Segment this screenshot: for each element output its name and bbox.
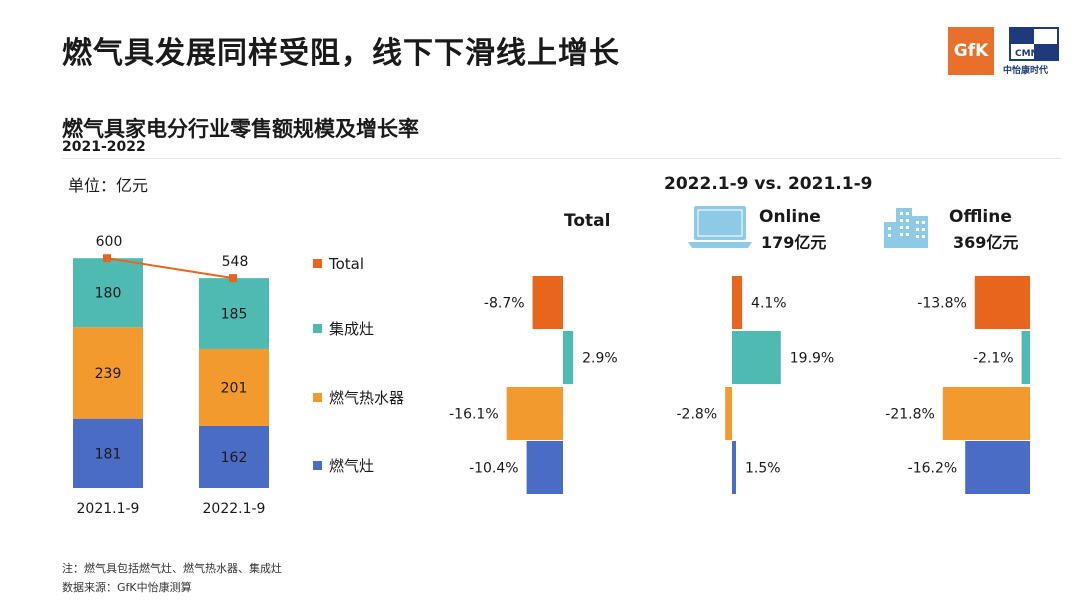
- growth-value-label: -16.1%: [449, 407, 499, 423]
- bar-segment-water-heater: [199, 348, 269, 426]
- bar-segment-gas-stove: [199, 425, 269, 488]
- legend-swatch-integrated-stove: [313, 324, 322, 333]
- growth-bar-water-heater: [506, 387, 563, 440]
- total-marker: [103, 254, 111, 263]
- growth-bar-total: [974, 276, 1030, 329]
- chart-title: 燃气具家电分行业零售额规模及增长率: [62, 117, 419, 141]
- growth-value-label: -2.8%: [677, 407, 718, 423]
- legend-label-water-heater: 燃气热水器: [329, 389, 405, 407]
- growth-bar-integrated-stove: [732, 331, 781, 384]
- offline-sales-value: 369亿元: [953, 233, 1019, 252]
- growth-bar-gas-stove: [965, 441, 1030, 494]
- bar-value-label: 185: [221, 307, 248, 323]
- total-value-label: 548: [222, 254, 249, 270]
- growth-bar-water-heater: [725, 387, 732, 440]
- bar-segment-integrated-stove: [73, 258, 143, 328]
- legend-label-total: Total: [329, 255, 365, 273]
- buildings-icon: [884, 208, 928, 248]
- cmm-brand-name: 中怡康时代: [1003, 66, 1049, 76]
- laptop-icon: [688, 206, 752, 248]
- bar-segment-gas-stove: [73, 418, 143, 488]
- growth-value-label: -16.2%: [908, 461, 958, 477]
- footnote: 注：燃气具包括燃气灶、燃气热水器、集成灶: [62, 562, 282, 575]
- bar-value-label: 162: [221, 450, 248, 466]
- cmm-logo-icon: CMM: [1009, 27, 1059, 61]
- growth-value-label: -2.1%: [973, 351, 1014, 367]
- cmm-logo-text: CMM: [1015, 49, 1040, 59]
- legend-swatch-gas-stove: [313, 461, 322, 470]
- legend-swatch-total: [313, 259, 322, 268]
- data-source: 数据来源：GfK中怡康测算: [62, 581, 192, 594]
- growth-value-label: -21.8%: [885, 407, 935, 423]
- unit-label: 单位：亿元: [68, 176, 149, 195]
- legend-item-water-heater: 燃气热水器: [313, 387, 404, 408]
- growth-value-label: -13.8%: [917, 296, 967, 312]
- total-marker: [229, 274, 237, 283]
- gfk-logo: GfK: [948, 27, 994, 75]
- legend-item-integrated-stove: 集成灶: [313, 318, 374, 339]
- growth-value-label: -10.4%: [469, 461, 519, 477]
- panel-title-online: Online: [759, 207, 821, 227]
- bar-value-label: 239: [95, 366, 122, 382]
- chart-period: 2021-2022: [62, 139, 146, 155]
- growth-value-label: 4.1%: [751, 296, 787, 312]
- total-value-label: 600: [96, 234, 123, 250]
- panel-title-total: Total: [564, 211, 611, 231]
- bar-segment-water-heater: [73, 327, 143, 419]
- growth-bar-integrated-stove: [1021, 331, 1030, 384]
- legend-swatch-water-heater: [313, 393, 322, 402]
- growth-value-label: 1.5%: [745, 461, 781, 477]
- legend-label-integrated-stove: 集成灶: [329, 320, 375, 338]
- category-label: 2021.1-9: [77, 501, 140, 517]
- growth-value-label: -8.7%: [484, 296, 525, 312]
- bar-segment-integrated-stove: [199, 278, 269, 349]
- growth-bar-water-heater: [942, 387, 1030, 440]
- growth-bar-integrated-stove: [563, 331, 574, 384]
- legend-item-total: Total: [313, 255, 364, 273]
- growth-bar-total: [732, 276, 743, 329]
- growth-bar-gas-stove: [732, 441, 736, 494]
- online-sales-value: 179亿元: [761, 233, 827, 252]
- growth-value-label: 2.9%: [582, 351, 618, 367]
- bar-value-label: 181: [95, 446, 122, 462]
- category-label: 2022.1-9: [203, 501, 266, 517]
- bar-value-label: 180: [95, 286, 122, 302]
- stacked-bar-chart: 181 239 180 2021.1-9 162 201 185 2022.1-9 600 548: [73, 234, 269, 517]
- bar-value-label: 201: [221, 380, 248, 396]
- page-title: 燃气具发展同样受阻，线下下滑线上增长: [62, 36, 620, 71]
- total-trend-line: [106, 257, 234, 280]
- growth-bar-total: [532, 276, 563, 329]
- header-divider: [62, 158, 1062, 159]
- panel-title-offline: Offline: [949, 207, 1012, 227]
- growth-value-label: 19.9%: [790, 351, 834, 367]
- legend-item-gas-stove: 燃气灶: [313, 455, 374, 476]
- growth-bar-gas-stove: [526, 441, 563, 494]
- legend-label-gas-stove: 燃气灶: [329, 457, 375, 475]
- comparison-label: 2022.1-9 vs. 2021.1-9: [664, 174, 873, 194]
